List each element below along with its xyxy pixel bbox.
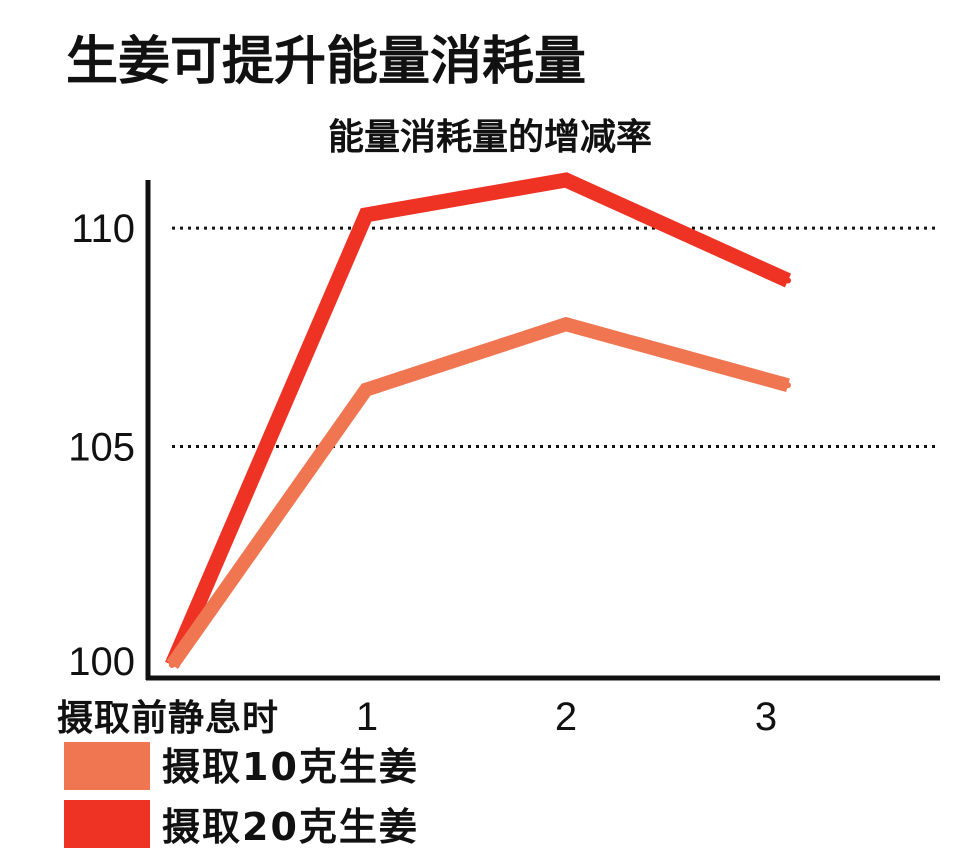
- x-tick-label-3: 3: [755, 695, 777, 739]
- series-lines: [165, 172, 792, 669]
- grid: [172, 226, 940, 448]
- y-tick-label-105: 105: [68, 426, 135, 470]
- data-point-20g-1: [363, 211, 369, 218]
- series-line-10g: [166, 316, 790, 669]
- x-tick-label-2: 2: [555, 695, 577, 739]
- series-line-20g: [165, 172, 792, 668]
- legend-item-10g: 摄取10克生姜: [64, 742, 419, 790]
- legend-label-20g: 摄取20克生姜: [162, 805, 419, 849]
- legend-swatch-10g: [64, 742, 150, 790]
- legend-item-20g: 摄取20克生姜: [64, 800, 419, 849]
- legend: 摄取10克生姜 摄取20克生姜: [64, 742, 419, 849]
- chart-subtitle: 能量消耗量的增减率: [328, 117, 652, 158]
- axes: [145, 180, 940, 681]
- legend-label-10g: 摄取10克生姜: [162, 745, 419, 789]
- y-tick-label-100: 100: [68, 640, 135, 684]
- data-point-10g-2: [563, 321, 569, 328]
- series-10g: [166, 316, 791, 669]
- data-point-20g-3: [785, 277, 791, 284]
- data-point-10g-3: [785, 382, 791, 389]
- data-point-20g-2: [563, 177, 569, 183]
- y-tick-labels: 110 105 100: [68, 207, 135, 684]
- legend-swatch-20g: [64, 800, 150, 848]
- x-tick-label-1: 1: [356, 695, 378, 739]
- series-20g: [165, 172, 792, 668]
- x-tick-labels: 摄取前静息时 1 2 3: [57, 695, 777, 739]
- x-tick-label-0: 摄取前静息时: [57, 698, 279, 739]
- data-point-10g-1: [363, 386, 369, 393]
- y-tick-label-110: 110: [71, 207, 135, 251]
- data-point-10g-0: [169, 661, 175, 668]
- chart-title: 生姜可提升能量消耗量: [66, 32, 586, 92]
